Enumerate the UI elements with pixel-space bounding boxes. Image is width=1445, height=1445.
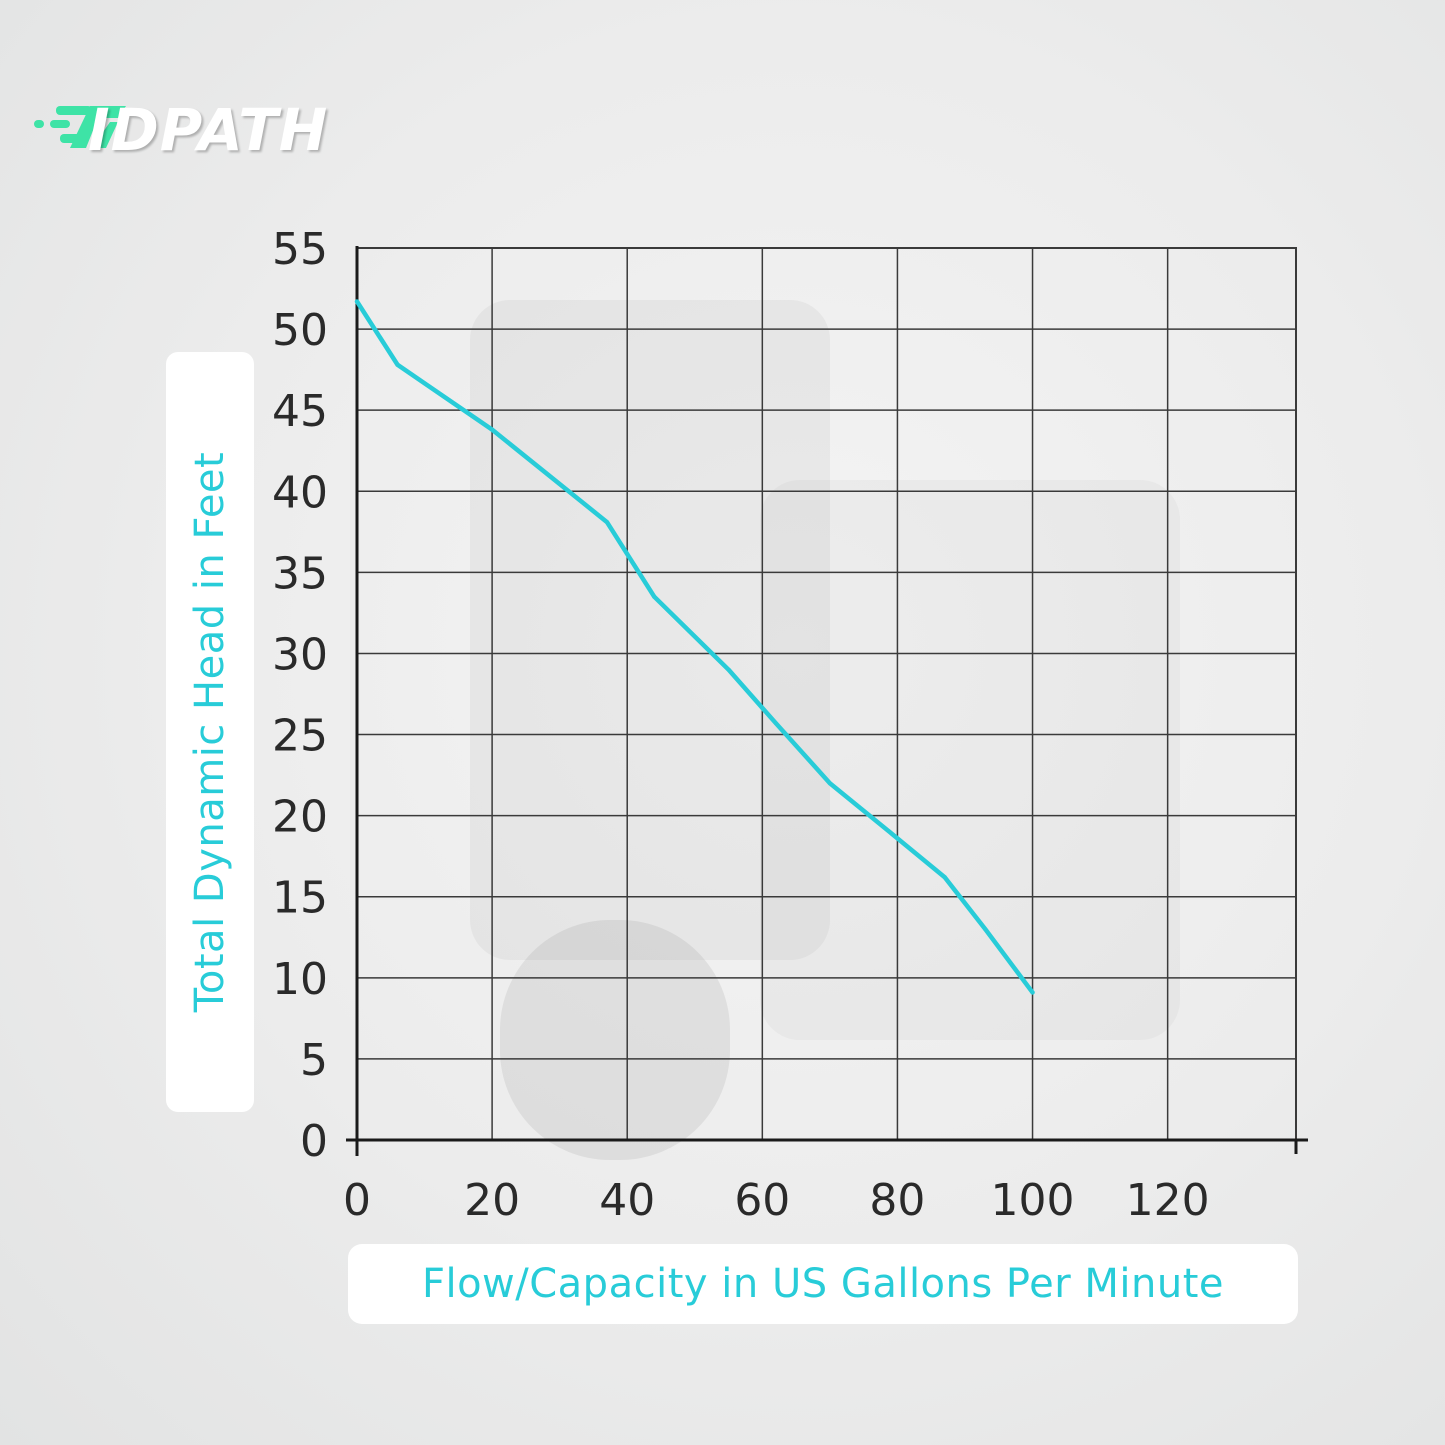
brand-logo xyxy=(34,106,126,148)
y-tick-label: 35 xyxy=(272,548,328,599)
background-photo-shape xyxy=(760,480,1180,1040)
y-tick-label: 20 xyxy=(272,792,328,843)
y-tick-label: 45 xyxy=(272,386,328,437)
series-point xyxy=(983,927,988,932)
series-line xyxy=(354,299,1035,995)
series-point xyxy=(355,299,359,304)
y-tick-label: 15 xyxy=(272,873,328,924)
series-point xyxy=(942,875,947,880)
x-tick-label: 80 xyxy=(869,1175,925,1226)
x-tick-label: 60 xyxy=(734,1175,790,1226)
y-tick-label: 40 xyxy=(272,467,328,518)
series-point xyxy=(395,362,400,367)
series-point xyxy=(726,667,731,672)
series xyxy=(354,299,1035,995)
background-photo-shape xyxy=(500,920,730,1160)
logo-mark-icon xyxy=(70,106,126,148)
y-axis-label-box xyxy=(166,352,254,1112)
x-tick-label: 120 xyxy=(1126,1175,1210,1226)
y-tick-label: 10 xyxy=(272,954,328,1005)
axes xyxy=(346,246,1308,1156)
y-tick-label: 5 xyxy=(300,1035,328,1086)
series-point xyxy=(895,836,900,841)
y-tick-label: 55 xyxy=(272,224,328,275)
series-point xyxy=(827,781,832,786)
x-tick-label: 100 xyxy=(991,1175,1075,1226)
grid xyxy=(356,247,1297,1141)
brand-logo-text: IDPATH xyxy=(88,96,329,164)
series-point xyxy=(1030,990,1035,995)
series-point xyxy=(490,427,495,432)
x-tick-label: 20 xyxy=(464,1175,520,1226)
y-tick-label: 30 xyxy=(272,629,328,680)
x-tick-label: 40 xyxy=(599,1175,655,1226)
series-point xyxy=(604,520,609,525)
tick-labels: 0 20 40 60 80 100 120 0 5 10 15 20 25 30 35 40 45 50 55 xyxy=(272,224,1210,1226)
series-point xyxy=(773,721,778,726)
x-axis-label: Flow/Capacity in US Gallons Per Minute xyxy=(421,1261,1225,1307)
logo-mark-icon xyxy=(92,122,118,148)
y-tick-label: 0 xyxy=(300,1116,328,1167)
x-axis-label-box: Flow/Capacity in US Gallons Per Minute xyxy=(348,1244,1298,1324)
series-point xyxy=(652,594,657,599)
x-tick-label: 0 xyxy=(343,1175,371,1226)
y-tick-label: 50 xyxy=(272,305,328,356)
y-tick-label: 25 xyxy=(272,711,328,762)
plot-frame xyxy=(356,247,1297,1141)
